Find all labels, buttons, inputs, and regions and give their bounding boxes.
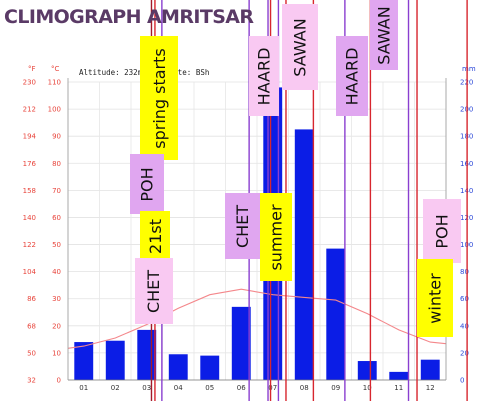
- fahrenheit-tick: 50: [27, 349, 36, 357]
- bar-04: [168, 354, 188, 380]
- mm-tick: 40: [460, 322, 469, 330]
- month-label: 11: [394, 384, 403, 392]
- month-label: 02: [111, 384, 120, 392]
- fahrenheit-tick: 86: [27, 295, 36, 303]
- bar-01: [74, 342, 94, 380]
- fahrenheit-tick: 122: [23, 241, 36, 249]
- celsius-tick: 0: [57, 377, 61, 385]
- fahrenheit-tick: 104: [23, 268, 37, 276]
- bar-03: [137, 329, 157, 380]
- month-label: 03: [142, 384, 151, 392]
- label-winter: winter: [417, 259, 453, 337]
- label-21st: 21st: [140, 211, 170, 261]
- fahrenheit-unit: °F: [28, 65, 36, 73]
- month-label: 10: [363, 384, 372, 392]
- fahrenheit-tick: 158: [23, 187, 36, 195]
- month-label: 09: [331, 384, 340, 392]
- celsius-tick: 60: [52, 214, 61, 222]
- month-label: 05: [205, 384, 214, 392]
- bar-11: [389, 371, 409, 380]
- celsius-tick: 30: [52, 295, 61, 303]
- celsius-tick: 90: [52, 133, 61, 141]
- bar-12: [420, 359, 440, 380]
- fahrenheit-tick: 230: [23, 79, 36, 87]
- chart-title: CLIMOGRAPH AMRITSAR: [4, 6, 254, 28]
- fahrenheit-tick: 194: [23, 133, 37, 141]
- label-chet-2: CHET: [225, 193, 261, 259]
- celsius-tick: 110: [48, 79, 61, 87]
- bar-08: [294, 129, 314, 380]
- altitude-text: Altitude: 232m: [79, 68, 143, 77]
- label-haard-2: HAARD: [336, 36, 368, 116]
- precipitation-bars: [74, 87, 440, 380]
- bar-09: [326, 248, 346, 380]
- month-label: 07: [268, 384, 277, 392]
- fahrenheit-tick: 68: [27, 322, 36, 330]
- celsius-tick: 80: [52, 160, 61, 168]
- celsius-tick: 20: [52, 322, 61, 330]
- label-sawan-1: SAWAN: [282, 4, 318, 90]
- label-spring-starts: spring starts: [140, 36, 178, 160]
- bar-02: [105, 340, 125, 380]
- temperature-line: [67, 288, 447, 349]
- mm-tick: 20: [460, 349, 469, 357]
- fahrenheit-tick: 32: [27, 377, 36, 385]
- month-tick-labels: 01 02 03 04 05 06 07 08 09 10 11 12: [79, 384, 434, 392]
- mm-tick: 0: [460, 377, 464, 385]
- bar-10: [357, 361, 377, 380]
- label-sawan-2: SAWAN: [370, 0, 398, 70]
- climate-text: imate: BSh: [164, 68, 210, 77]
- month-label: 01: [79, 384, 88, 392]
- bar-05: [200, 355, 220, 380]
- bar-06: [231, 306, 251, 380]
- month-label: 06: [237, 384, 246, 392]
- mm-tick: 80: [460, 268, 469, 276]
- fahrenheit-tick: 212: [23, 106, 36, 114]
- celsius-tick: 40: [52, 268, 61, 276]
- fahrenheit-tick: 140: [23, 214, 36, 222]
- mm-tick: 60: [460, 295, 469, 303]
- fahrenheit-tick: 176: [23, 160, 37, 168]
- celsius-tick: 10: [52, 349, 61, 357]
- celsius-tick: 50: [52, 241, 61, 249]
- mm-unit: mm: [462, 65, 476, 73]
- fahrenheit-tick-labels: 32 50 68 86 104 122 140 158 176 194 212 230: [23, 79, 37, 385]
- label-poh-2: POH: [423, 199, 461, 263]
- celsius-tick: 100: [48, 106, 61, 114]
- label-chet-1: CHET: [135, 258, 173, 324]
- label-poh-1: POH: [130, 154, 164, 214]
- label-haard-1: HAARD: [249, 36, 279, 116]
- celsius-unit: °C: [51, 65, 60, 73]
- month-label: 12: [426, 384, 435, 392]
- station-info: Altitude: 232m imate: BSh: [79, 68, 209, 77]
- celsius-tick: 70: [52, 187, 61, 195]
- month-label: 04: [174, 384, 183, 392]
- celsius-tick-labels: 0 10 20 30 40 50 60 70 80 90 100 110: [48, 79, 61, 385]
- month-label: 08: [300, 384, 309, 392]
- label-summer: summer: [260, 193, 292, 281]
